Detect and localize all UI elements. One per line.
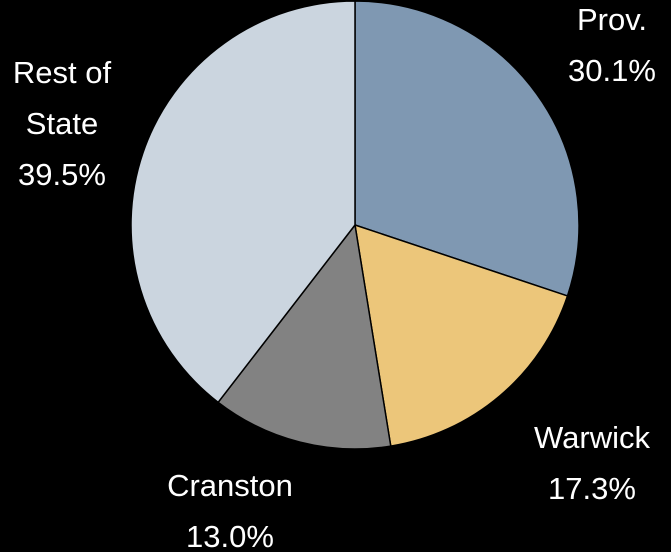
pie-slice xyxy=(217,223,392,450)
value-label: 13.0% xyxy=(186,519,274,552)
category-label: Rest of State xyxy=(12,55,112,141)
category-label: Warwick xyxy=(534,420,650,455)
slice-label: Rest of State 39.5% xyxy=(0,47,127,200)
value-label: 39.5% xyxy=(18,157,106,192)
slice-label: Cranston 13.0% xyxy=(140,460,320,552)
slice-label: Warwick 17.3% xyxy=(512,412,671,514)
value-label: 17.3% xyxy=(548,471,636,506)
pie-slice xyxy=(354,223,569,447)
value-label: 30.1% xyxy=(568,53,656,88)
pie-slice xyxy=(354,0,580,297)
pie-slice xyxy=(130,0,356,404)
slice-label: Prov. 30.1% xyxy=(542,0,671,96)
category-label: Cranston xyxy=(167,468,293,503)
category-label: Prov. xyxy=(576,2,648,37)
